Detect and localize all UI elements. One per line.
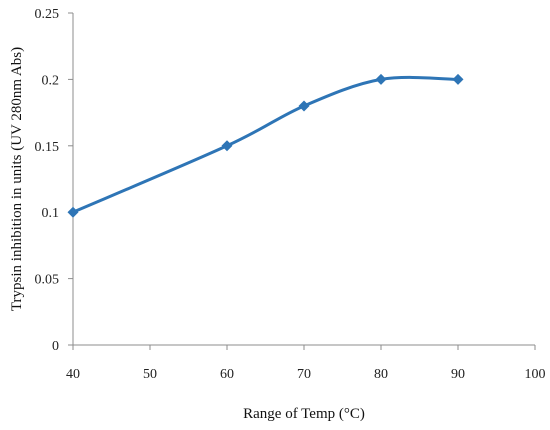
x-tick-label: 100 (525, 367, 546, 382)
y-tick-label: 0.1 (42, 206, 60, 221)
data-point-diamond-marker (298, 100, 310, 112)
x-tick-label: 90 (451, 367, 465, 382)
y-tick-label: 0.25 (35, 7, 60, 22)
data-point-diamond-marker (375, 73, 387, 85)
y-tick-label: 0.05 (35, 273, 60, 288)
y-axis-title: Trypsin inhibition in units (UV 280nm Ab… (9, 47, 25, 311)
x-tick-label: 50 (143, 367, 157, 382)
tick-labels: 0 0.05 0.1 0.15 0.2 0.25 40 50 60 70 80 90 100 (35, 7, 546, 382)
x-tick-label: 60 (220, 367, 234, 382)
data-point-diamond-marker (221, 140, 233, 152)
x-axis-title: Range of Temp (°C) (243, 406, 365, 422)
series-line (71, 75, 460, 214)
data-point-diamond-marker (67, 206, 79, 218)
series (67, 73, 464, 218)
x-tick-label: 70 (297, 367, 311, 382)
y-tick-label: 0.2 (42, 73, 60, 88)
y-tick-label: 0 (52, 339, 59, 354)
axes (68, 12, 536, 350)
data-point-diamond-marker (452, 73, 464, 85)
x-tick-label: 40 (66, 367, 80, 382)
x-tick-label: 80 (374, 367, 388, 382)
y-tick-label: 0.15 (35, 140, 60, 155)
